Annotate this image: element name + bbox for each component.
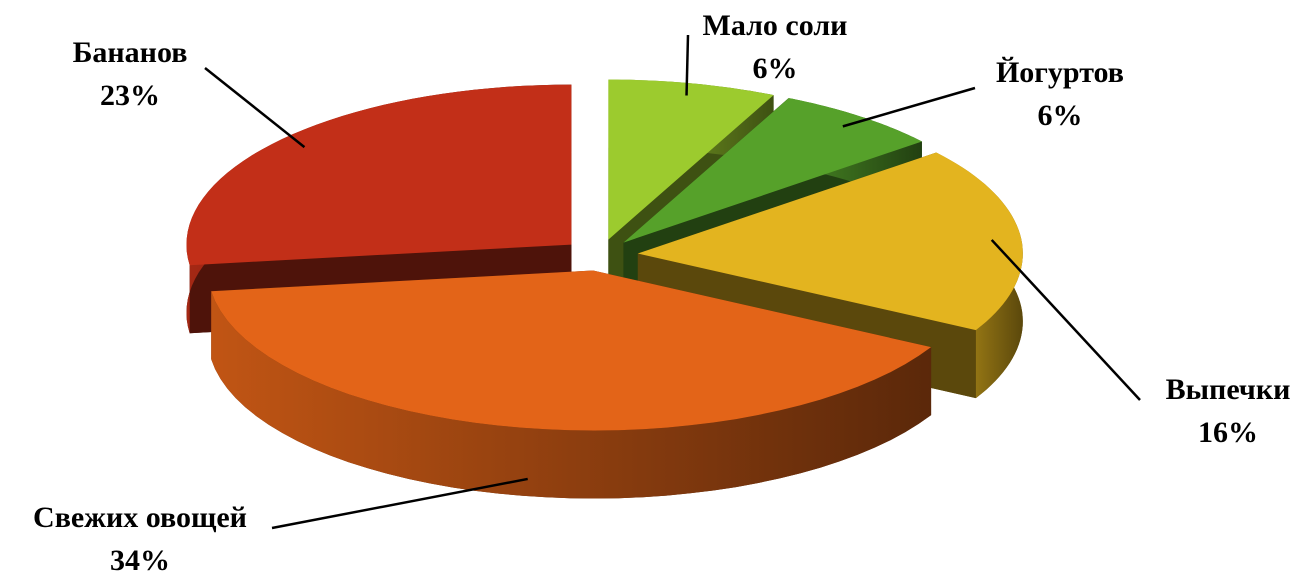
category-label: Мало соли	[703, 9, 848, 42]
slice-top	[623, 98, 922, 243]
slice-top	[186, 84, 572, 266]
category-label: Свежих овощей	[33, 501, 247, 534]
value-label: 34%	[110, 544, 170, 577]
leader-line	[271, 477, 528, 530]
slice-top	[637, 152, 1023, 331]
category-label: Йогуртов	[996, 56, 1124, 89]
value-label: 6%	[1038, 99, 1083, 132]
leader-line	[842, 86, 976, 128]
value-label: 16%	[1198, 416, 1258, 449]
category-label: Выпечки	[1166, 373, 1291, 406]
value-label: 6%	[753, 52, 798, 85]
slice-side	[211, 291, 932, 499]
slice-top	[211, 270, 932, 431]
leader-line	[204, 67, 306, 149]
slice-top	[608, 79, 774, 240]
slice	[211, 270, 932, 499]
value-label: 23%	[100, 79, 160, 112]
leader-line	[990, 239, 1141, 401]
leader-line	[685, 34, 690, 96]
category-label: Бананов	[73, 36, 188, 69]
